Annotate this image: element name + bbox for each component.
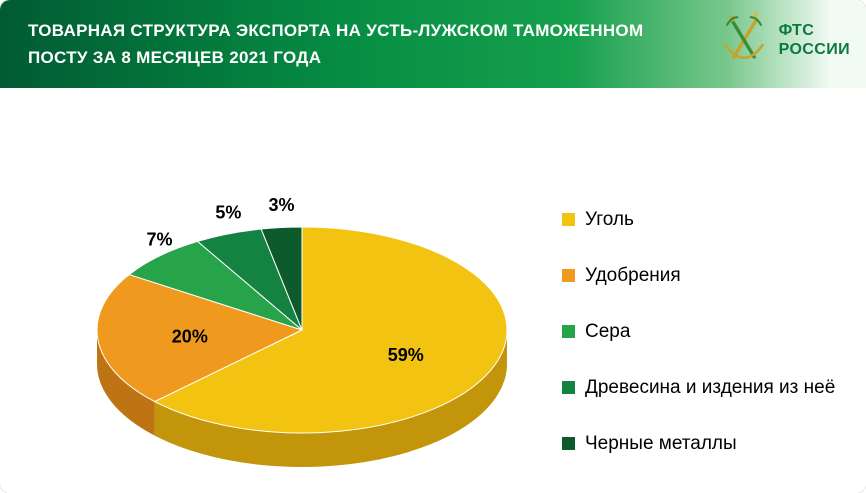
fts-logo-text-line-1: ФТС <box>778 22 815 39</box>
legend-label: Удобрения <box>585 265 681 286</box>
legend-item: Удобрения <box>562 264 848 288</box>
fts-logo: ФТС РОССИИ <box>717 9 850 71</box>
pie-slice <box>260 226 303 331</box>
legend-color-swatch <box>562 213 575 226</box>
pie-data-label: 3% <box>268 195 294 215</box>
legend-color-swatch <box>562 325 575 338</box>
pie-slice <box>96 274 304 403</box>
page-title-line-2: ПОСТУ ЗА 8 МЕСЯЦЕВ 2021 ГОДА <box>28 48 322 67</box>
pie-data-label: 7% <box>146 230 172 250</box>
legend-item: Черные металлы <box>562 432 848 456</box>
legend-color-swatch <box>562 437 575 450</box>
legend-label: Сера <box>585 321 631 342</box>
legend-color-swatch <box>562 269 575 282</box>
pie-data-label: 59% <box>388 345 424 365</box>
legend-item: Сера <box>562 320 848 344</box>
page-title: ТОВАРНАЯ СТРУКТУРА ЭКСПОРТА НА УСТЬ-ЛУЖС… <box>28 17 643 71</box>
legend-label: Уголь <box>585 209 634 230</box>
chart-legend: Уголь Удобрения Сера Древесина и издения из… <box>562 208 848 456</box>
legend-color-swatch <box>562 381 575 394</box>
pie-slice <box>128 240 303 331</box>
pie-data-label: 5% <box>215 203 241 223</box>
fts-logo-text-line-2: РОССИИ <box>778 41 850 58</box>
pie-data-label: 20% <box>172 326 208 346</box>
pie-slice <box>153 226 508 434</box>
legend-item: Уголь <box>562 208 848 232</box>
header: ТОВАРНАЯ СТРУКТУРА ЭКСПОРТА НА УСТЬ-ЛУЖС… <box>0 0 866 88</box>
fts-emblem-icon <box>723 12 764 59</box>
legend-item: Древесина и издения из неё <box>562 376 848 400</box>
page-title-line-1: ТОВАРНАЯ СТРУКТУРА ЭКСПОРТА НА УСТЬ-ЛУЖС… <box>28 21 644 40</box>
legend-label: Черные металлы <box>585 433 737 454</box>
pie-slice-side <box>154 330 507 468</box>
fts-logo-text: ФТС РОССИИ <box>779 21 850 59</box>
legend-label: Древесина и издения из неё <box>585 377 836 398</box>
